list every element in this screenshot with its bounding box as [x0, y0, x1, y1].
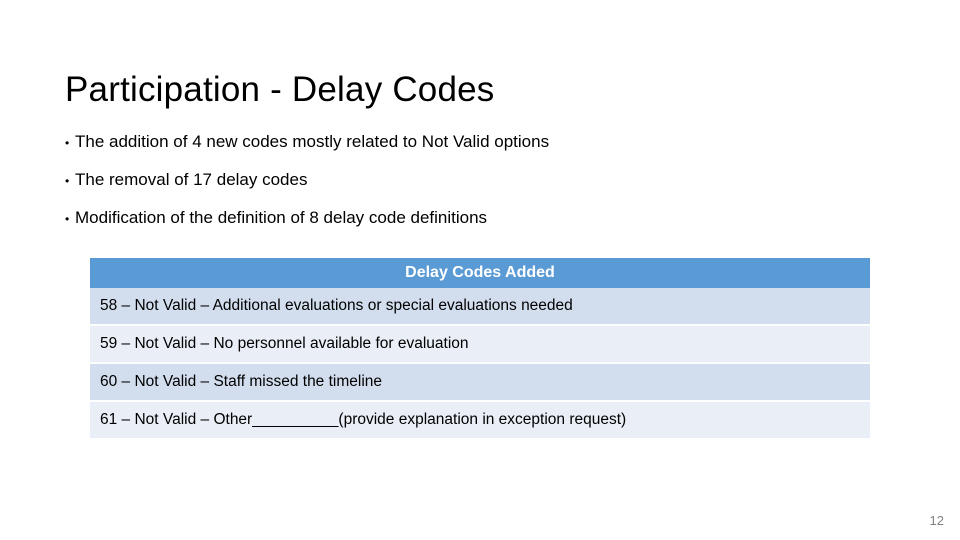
- table-header-row: Delay Codes Added: [90, 258, 870, 288]
- table-row: 61 – Not Valid – Other__________(provide…: [90, 401, 870, 439]
- slide-title: Participation - Delay Codes: [65, 70, 895, 110]
- table-row: 58 – Not Valid – Additional evaluations …: [90, 288, 870, 325]
- slide: Participation - Delay Codes The addition…: [0, 0, 960, 540]
- delay-codes-table: Delay Codes Added 58 – Not Valid – Addit…: [90, 258, 870, 440]
- table-cell: 58 – Not Valid – Additional evaluations …: [90, 288, 870, 325]
- table-cell: 59 – Not Valid – No personnel available …: [90, 325, 870, 363]
- bullet-item: The addition of 4 new codes mostly relat…: [65, 132, 895, 152]
- table-row: 59 – Not Valid – No personnel available …: [90, 325, 870, 363]
- table-header-cell: Delay Codes Added: [90, 258, 870, 288]
- table-row: 60 – Not Valid – Staff missed the timeli…: [90, 363, 870, 401]
- page-number: 12: [930, 513, 944, 528]
- table-cell: 61 – Not Valid – Other__________(provide…: [90, 401, 870, 439]
- bullet-list: The addition of 4 new codes mostly relat…: [65, 132, 895, 228]
- table-cell: 60 – Not Valid – Staff missed the timeli…: [90, 363, 870, 401]
- bullet-item: Modification of the definition of 8 dela…: [65, 208, 895, 228]
- bullet-item: The removal of 17 delay codes: [65, 170, 895, 190]
